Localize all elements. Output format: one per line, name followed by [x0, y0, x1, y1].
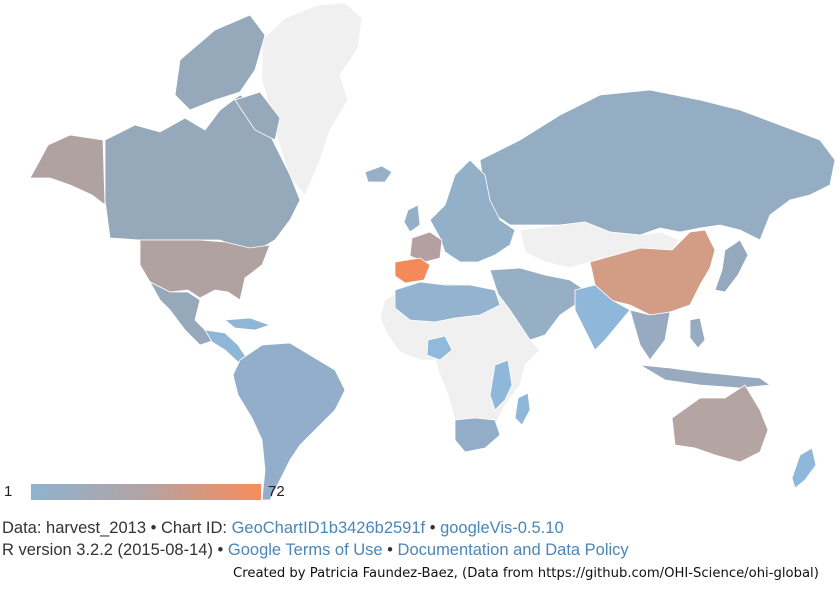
region-se-asia[interactable]: Southeast Asia — [629, 309, 671, 361]
region-philippines[interactable]: Southeast Asia — [689, 317, 706, 349]
region-australia[interactable]: Australia — [671, 384, 769, 463]
footer-data-text: Data: harvest_2013 • Chart ID: — [2, 519, 232, 537]
region-south-africa[interactable]: South Africa — [454, 417, 501, 453]
region-europe[interactable]: Europe — [429, 159, 516, 263]
world-map: Greenland Canada Canada Canada Alaska (U… — [29, 2, 836, 500]
footer-r-version-text: R version 3.2.2 (2015-08-14) • — [2, 541, 228, 559]
region-alaska[interactable]: Alaska (USA) — [29, 134, 106, 206]
legend-color-bar — [31, 484, 261, 500]
region-india[interactable]: India — [574, 284, 631, 351]
region-central-america[interactable]: Central America — [204, 329, 249, 363]
region-south-america[interactable]: South America — [232, 342, 346, 500]
region-new-zealand[interactable]: New Zealand — [791, 447, 817, 489]
region-japan[interactable]: Japan — [714, 239, 749, 293]
region-caribbean[interactable]: Central America — [223, 317, 272, 331]
data-policy-link[interactable]: Documentation and Data Policy — [397, 541, 629, 559]
region-spain[interactable]: Spain — [394, 257, 431, 284]
region-canada-baffin[interactable]: Canada — [234, 91, 281, 141]
google-terms-link[interactable]: Google Terms of Use — [227, 541, 383, 559]
chart-id-link[interactable]: GeoChartID1b3426b2591f — [231, 519, 426, 537]
region-east-africa[interactable]: East Africa coast — [489, 359, 513, 411]
legend-min-label: 1 — [4, 483, 13, 500]
region-iceland[interactable]: Iceland — [364, 165, 393, 183]
footer-line-2: R version 3.2.2 (2015-08-14) • Google Te… — [2, 541, 629, 560]
region-madagascar[interactable]: Madagascar — [514, 392, 531, 426]
footer-line-1: Data: harvest_2013 • Chart ID: GeoChartI… — [2, 519, 564, 538]
region-indonesia[interactable]: Southeast Asia — [639, 364, 772, 389]
region-canada-islands[interactable]: Canada — [174, 14, 266, 111]
region-north-africa[interactable]: North Africa — [394, 281, 501, 323]
region-france[interactable]: France — [409, 231, 443, 263]
googlevis-link[interactable]: googleVis-0.5.10 — [440, 519, 564, 537]
legend-max-label: 72 — [268, 483, 285, 500]
footer-separator: • — [425, 519, 441, 537]
footer-separator: • — [382, 541, 398, 559]
credit-text: Created by Patricia Faundez-Baez, (Data … — [233, 566, 819, 581]
region-nigeria[interactable]: Nigeria — [426, 335, 453, 361]
region-russia[interactable]: Russia — [479, 89, 836, 241]
region-china[interactable]: China — [589, 229, 716, 316]
region-uk[interactable]: Europe — [403, 204, 421, 233]
